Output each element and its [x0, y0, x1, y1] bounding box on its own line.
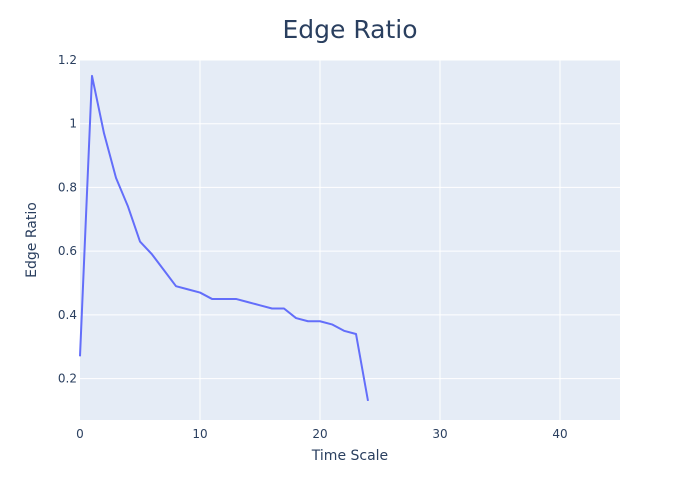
x-tick-label: 30	[432, 427, 447, 441]
y-tick-label: 0.4	[58, 308, 77, 322]
y-tick-label: 1	[69, 117, 77, 131]
y-tick-label: 0.6	[58, 244, 77, 258]
plot-area	[80, 60, 620, 420]
series-line	[79, 74, 369, 402]
y-tick-label: 0.2	[58, 372, 77, 386]
tick-labels: 0 10 20 30 40 0.2 0.4 0.6 0.8 1 1.2	[58, 53, 568, 441]
y-axis-title: Edge Ratio	[24, 202, 40, 278]
chart-title: Edge Ratio	[282, 15, 417, 44]
x-tick-label: 10	[192, 427, 207, 441]
x-tick-label: 20	[312, 427, 327, 441]
x-axis-title: Time Scale	[311, 448, 388, 464]
x-tick-label: 40	[552, 427, 567, 441]
x-tick-label: 0	[76, 427, 84, 441]
series-lines	[79, 74, 369, 402]
y-tick-label: 1.2	[58, 53, 77, 67]
y-tick-label: 0.8	[58, 180, 77, 194]
gridlines	[80, 59, 620, 420]
